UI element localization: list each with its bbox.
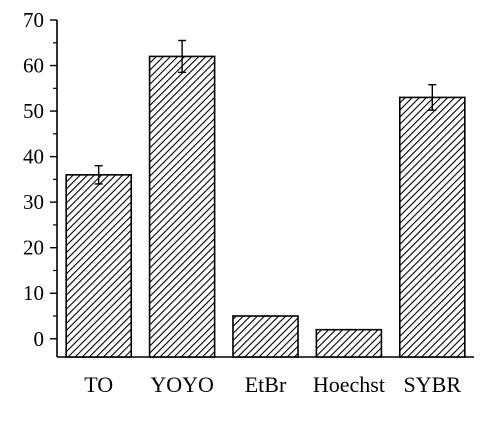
x-tick-label: TO [84,372,113,397]
y-tick-label: 0 [34,327,45,351]
bar-sybr [398,96,466,358]
bar-to [65,174,133,358]
plot-area: 0 10 20 30 40 50 60 70 TO YOYO EtBr Hoechst SYBR [23,8,474,397]
x-tick-label: Hoechst [313,372,385,397]
y-tick-label: 50 [23,99,44,123]
bar-etbr [232,315,299,358]
bar-hoechst [315,328,383,358]
x-tick-label: YOYO [150,372,214,397]
bar-yoyo [148,55,216,358]
y-tick-label: 20 [23,236,44,260]
x-tick-label: EtBr [245,372,287,397]
y-tick-label: 10 [23,281,44,305]
y-tick-label: 40 [23,145,44,169]
y-tick-label: 30 [23,190,44,214]
y-tick-label: 60 [23,54,44,78]
x-tick-label: SYBR [404,372,462,397]
y-tick-label: 70 [23,8,44,32]
